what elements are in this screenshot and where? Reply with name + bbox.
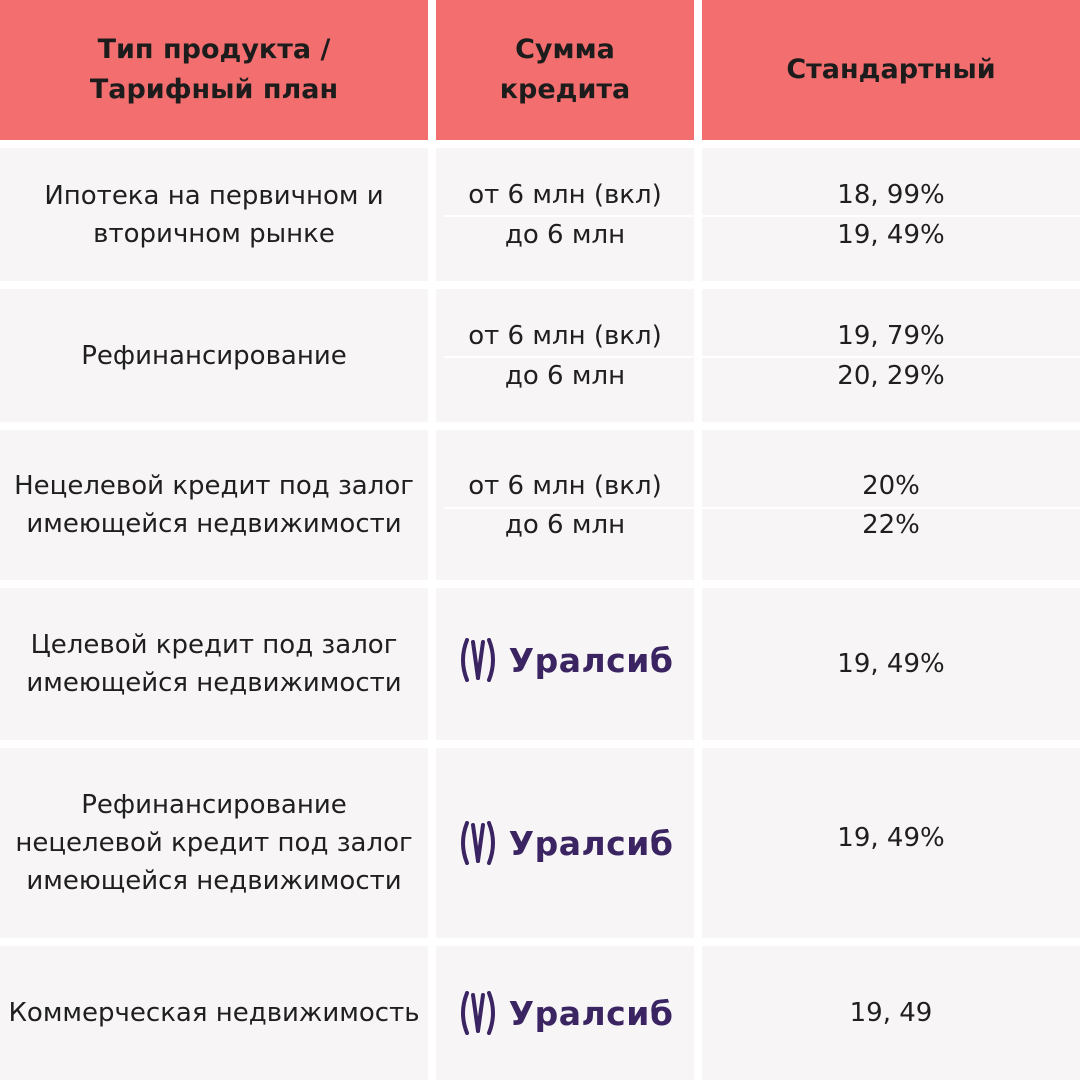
uralsib-logo-text: Уралсиб [508,640,674,680]
table-row-5-rate: 19, 49% [702,748,1080,938]
uralsib-logo: Уралсиб [457,821,674,865]
table-row-4-logo-cell: Уралсиб [436,588,694,740]
table-row-3-rates: 20% 22% [702,430,1080,580]
rate-from: 19, 79% [837,321,945,351]
amount-upto: до 6 млн [504,220,626,250]
uralsib-logo-text: Уралсиб [508,823,674,863]
table-row-1-product: Ипотека на первичном и вторичном рынке [0,148,428,281]
table-row-4-product: Целевой кредит под залог имеющейся недви… [0,588,428,740]
table-row-2-amounts: от 6 млн (вкл) до 6 млн [436,289,694,422]
table-row-5-logo-cell: Уралсиб [436,748,694,938]
table-row-6-logo-cell: Уралсиб [436,946,694,1080]
table-row-3-amounts: от 6 млн (вкл) до 6 млн [436,430,694,580]
amount-from: от 6 млн (вкл) [468,321,662,351]
header-product-type: Тип продукта / Тарифный план [0,0,428,140]
amount-upto: до 6 млн [504,361,626,391]
amount-upto: до 6 млн [504,510,626,540]
uralsib-logo-text: Уралсиб [508,993,674,1033]
table-row-4-rate: 19, 49% [702,588,1080,740]
uralsib-logo-icon [460,638,495,682]
table-row-1-amounts: от 6 млн (вкл) до 6 млн [436,148,694,281]
rate-upto: 22% [862,510,920,540]
uralsib-logo-icon [460,991,495,1035]
uralsib-logo-icon [460,821,495,865]
rate-from: 20% [862,471,920,501]
uralsib-logo: Уралсиб [457,638,674,682]
table-row-3-product: Нецелевой кредит под залог имеющейся нед… [0,430,428,580]
table-row-2-rates: 19, 79% 20, 29% [702,289,1080,422]
uralsib-logo: Уралсиб [457,991,674,1035]
table-row-6-rate: 19, 49 [702,946,1080,1080]
table-row-5-product: Рефинансирование нецелевой кредит под за… [0,748,428,938]
header-loan-amount: Сумма кредита [436,0,694,140]
rate-upto: 19, 49% [837,220,945,250]
table-row-1-rates: 18, 99% 19, 49% [702,148,1080,281]
table-row-6-product: Коммерческая недвижимость [0,946,428,1080]
table-row-2-product: Рефинансирование [0,289,428,422]
rate-upto: 20, 29% [837,361,945,391]
amount-from: от 6 млн (вкл) [468,471,662,501]
amount-from: от 6 млн (вкл) [468,180,662,210]
header-standard-plan: Стандартный [702,0,1080,140]
rate-from: 18, 99% [837,180,945,210]
